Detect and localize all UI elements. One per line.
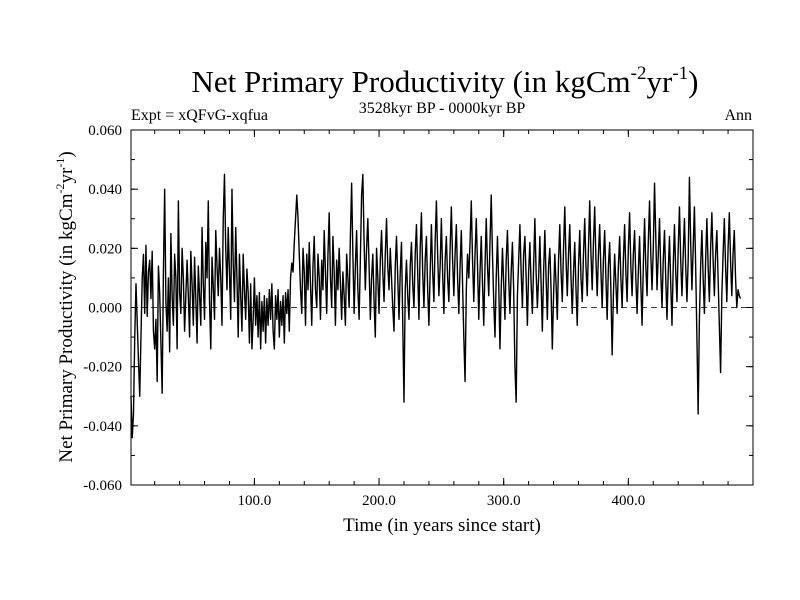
series-layer — [130, 173, 742, 439]
season-label: Ann — [724, 107, 752, 124]
y-tick-label: -0.060 — [83, 478, 122, 494]
experiment-label: Expt = xQFvG-xqfua — [131, 107, 268, 124]
y-tick-label: 0.040 — [88, 182, 122, 198]
y-tick-label: 0.020 — [88, 241, 122, 257]
period-label: 3528kyr BP - 0000kyr BP — [359, 100, 526, 117]
x-tick-label: 300.0 — [487, 493, 521, 509]
x-tick-label: 200.0 — [362, 493, 396, 509]
x-tick-label: 400.0 — [611, 493, 645, 509]
y-tick-label: -0.020 — [83, 360, 122, 376]
plot-frame — [130, 129, 754, 486]
x-tick-label: 100.0 — [238, 493, 272, 509]
chart-title: Net Primary Productivity (in kgCm-2yr-1) — [192, 63, 699, 99]
y-axis-label: Net Primary Productivity (in kgCm-2yr-1) — [53, 151, 77, 462]
y-tick-label: 0.060 — [88, 123, 122, 139]
y-tick-label: -0.040 — [83, 419, 122, 435]
x-axis-label: Time (in years since start) — [343, 515, 541, 536]
npp-series-line — [130, 173, 742, 439]
y-tick-label: 0.000 — [88, 301, 122, 317]
